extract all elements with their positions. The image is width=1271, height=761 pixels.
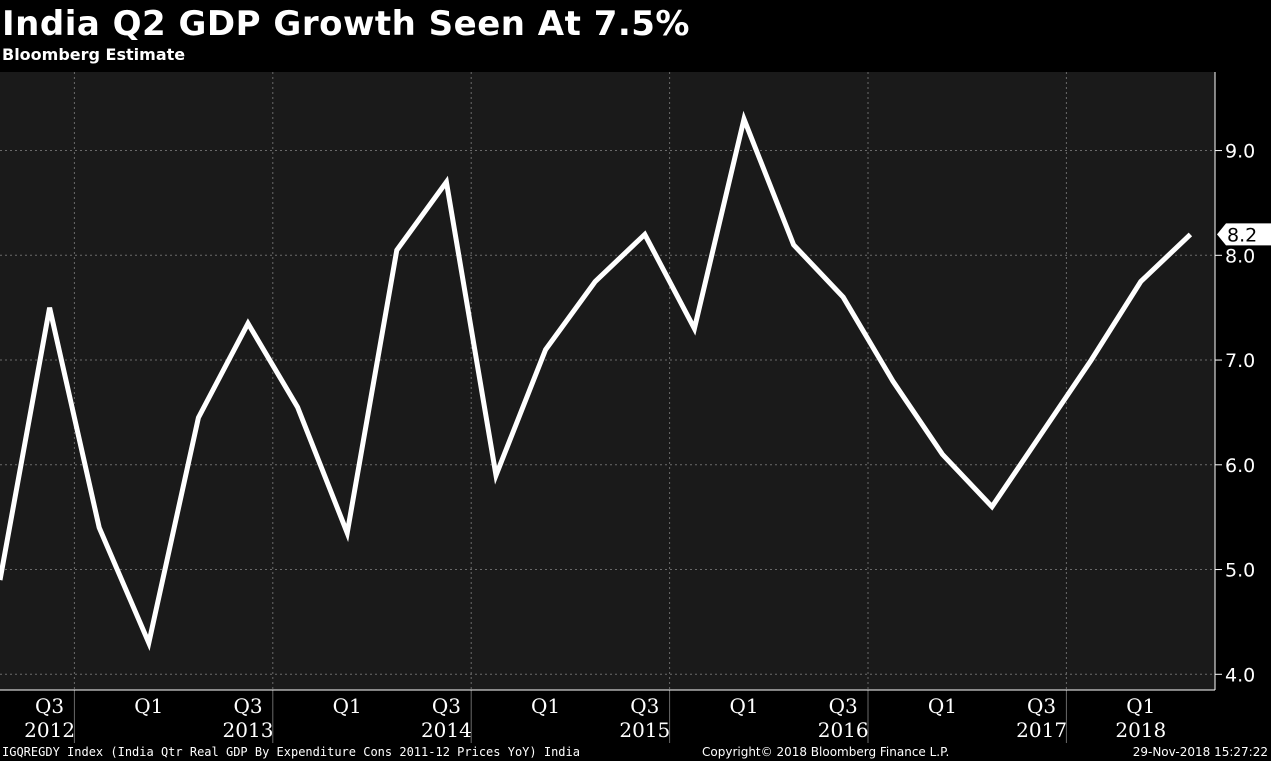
- source-note: IGQREGDY Index (India Qtr Real GDP By Ex…: [2, 745, 580, 759]
- x-year-label: 2018: [1115, 718, 1166, 742]
- x-quarter-label: Q3: [432, 694, 461, 718]
- gdp-line-chart: 4.05.06.07.08.09.0 Q3 Q1 Q3 Q1 Q3 Q1 Q3 Q1 Q3 Q1 Q…: [0, 72, 1271, 743]
- x-year-label: 2014: [421, 718, 472, 742]
- x-quarter-label: Q1: [928, 694, 957, 718]
- timestamp: 29-Nov-2018 15:27:22: [1132, 745, 1268, 759]
- y-tick-label: 8.0: [1225, 245, 1255, 267]
- x-quarter-label: Q3: [630, 694, 659, 718]
- chart-subtitle: Bloomberg Estimate: [2, 45, 186, 64]
- x-year-label: 2015: [619, 718, 670, 742]
- vertical-gridlines: [73, 72, 1067, 690]
- x-quarter-label: Q1: [729, 694, 758, 718]
- x-year-label: 2012: [24, 718, 75, 742]
- last-value-tag: [1217, 223, 1271, 246]
- x-quarter-label: Q3: [233, 694, 262, 718]
- y-tick-label: 9.0: [1225, 141, 1255, 163]
- x-quarter-label: Q1: [134, 694, 163, 718]
- copyright-note: Copyright© 2018 Bloomberg Finance L.P.: [702, 745, 950, 759]
- plot-background: [0, 72, 1215, 690]
- series-line: [0, 110, 1193, 652]
- x-year-label: 2013: [223, 718, 274, 742]
- x-year-label: 2017: [1016, 718, 1067, 742]
- y-tick-label: 4.0: [1225, 664, 1255, 686]
- x-quarter-label: Q1: [531, 694, 560, 718]
- y-tick-label: 5.0: [1225, 560, 1255, 582]
- x-quarter-label: Q1: [333, 694, 362, 718]
- y-axis: 4.0 5.0 6.0 7.0 8.0 9.0: [1214, 72, 1255, 690]
- x-quarter-label: Q3: [1027, 694, 1056, 718]
- x-year-label: 2016: [818, 718, 869, 742]
- x-quarter-label: Q3: [35, 694, 64, 718]
- x-axis: Q3 Q1 Q3 Q1 Q3 Q1 Q3 Q1 Q3 Q1 Q3 Q1 2012 2013 2014 2015…: [0, 689, 1215, 743]
- y-tick-label: 6.0: [1225, 455, 1255, 477]
- chart-title: India Q2 GDP Growth Seen At 7.5%: [2, 4, 690, 44]
- last-value-label-group: 8.2: [1217, 223, 1271, 246]
- y-tick-label: 7.0: [1225, 350, 1255, 372]
- x-quarter-label: Q1: [1126, 694, 1155, 718]
- last-value-label: 8.2: [1227, 224, 1257, 246]
- x-quarter-label: Q3: [829, 694, 858, 718]
